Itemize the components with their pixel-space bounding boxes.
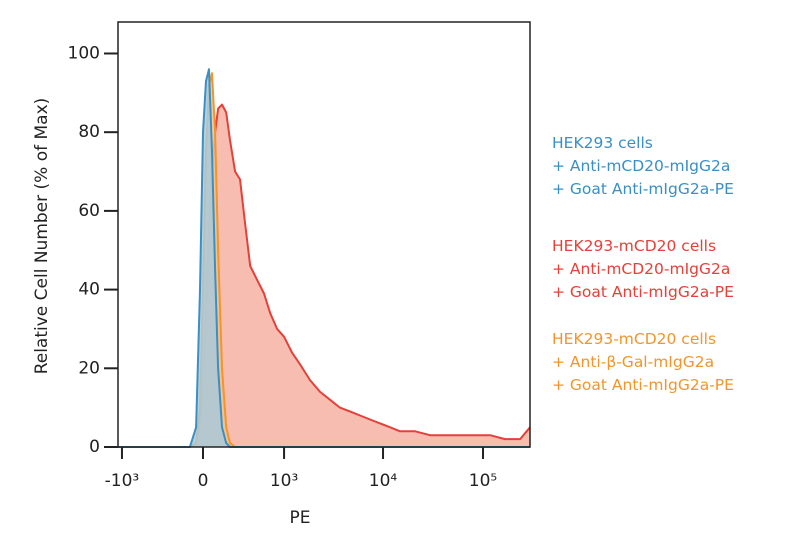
y-tick-label: 80 [78,122,100,142]
histogram-fill [118,69,530,447]
x-tick-label: 10⁴ [369,471,398,491]
legend-line: + Anti-mCD20-mIgG2a [552,157,730,175]
legend-entry: HEK293 cells + Anti-mCD20-mIgG2a + Goat An… [552,134,734,198]
x-tick-label: 10⁵ [469,471,497,491]
legend-line: + Goat Anti-mIgG2a-PE [552,376,734,394]
x-tick-label: 10³ [270,471,298,491]
y-tick-label: 40 [78,280,100,300]
legend-line: HEK293-mCD20 cells [552,237,716,255]
x-axis-label: PE [290,508,311,528]
x-tick-label: 0 [198,471,209,491]
legend-line: + Anti-mCD20-mIgG2a [552,260,730,278]
legend-line: HEK293 cells [552,134,653,152]
histogram-line [118,72,530,448]
histogram-line [118,103,531,448]
y-tick-label: 60 [78,201,100,221]
legend-line: + Goat Anti-mIgG2a-PE [552,283,734,301]
y-tick-label: 20 [78,358,100,378]
histogram-fill [118,73,530,447]
legend-line: HEK293-mCD20 cells [552,330,716,348]
plot-frame [117,21,531,448]
y-tick-label: 100 [68,43,100,63]
histogram-line [118,68,530,448]
y-tick-label: 0 [89,437,100,457]
legend-line: + Anti-β-Gal-mIgG2a [552,353,714,371]
legend-line: + Goat Anti-mIgG2a-PE [552,180,734,198]
legend-entry: HEK293-mCD20 cells + Anti-mCD20-mIgG2a + G… [552,237,734,301]
y-axis-label: Relative Cell Number (% of Max) [32,98,52,375]
legend-entry: HEK293-mCD20 cells + Anti-β-Gal-mIgG2a + G… [552,330,734,394]
x-tick-label: -10³ [105,471,140,491]
